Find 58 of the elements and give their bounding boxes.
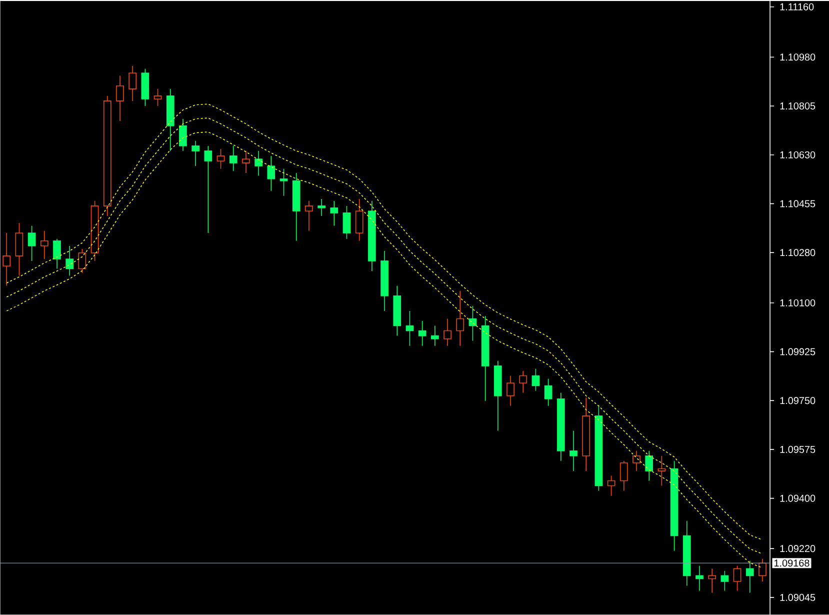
candlestick: [720, 570, 729, 592]
candlestick: [620, 460, 628, 492]
candlestick: [607, 475, 616, 496]
candlestick: [708, 568, 716, 594]
y-tick-label: 1.09045: [780, 594, 816, 601]
candlestick: [2, 232, 11, 286]
candlestick: [28, 225, 36, 262]
y-tick-label: 1.10630: [780, 151, 816, 158]
candlestick: [519, 370, 528, 394]
y-tick-label: 1.09750: [780, 396, 816, 404]
candlestick: [746, 560, 754, 594]
candlestick: [242, 150, 250, 174]
y-tick-label: 1.11160: [780, 3, 814, 10]
candlestick: [570, 430, 578, 472]
y-tick-label: 1.09575: [780, 446, 816, 453]
candlestick: [645, 450, 654, 482]
candlestick: [15, 222, 24, 276]
candlestick: [406, 310, 414, 346]
candlestick: [658, 455, 666, 486]
candlestick: [116, 75, 124, 122]
candlestick: [456, 290, 464, 346]
candlestick: [330, 200, 338, 226]
y-tick-label: 1.10100: [780, 299, 816, 306]
y-tick-label: 1.10280: [780, 248, 816, 256]
candlestick: [305, 200, 313, 232]
candlestick: [154, 88, 162, 106]
candlestick: [192, 140, 200, 166]
candlestick: [40, 230, 48, 260]
y-tick-label: 1.10980: [780, 54, 816, 61]
ref-line-label: 1.09168: [774, 559, 810, 567]
y-tick-label: 1.10805: [780, 102, 816, 110]
y-tick-label: 1.09925: [780, 348, 816, 356]
candlestick: [418, 320, 426, 346]
candlestick: [444, 318, 452, 346]
candlestick: [696, 565, 704, 592]
candlestick: [53, 238, 61, 270]
candlestick: [431, 325, 439, 346]
candlestick: [632, 450, 640, 472]
candlestick: [733, 565, 742, 592]
candlestick: [355, 198, 364, 242]
candlestick: [318, 198, 326, 216]
candlestick: [179, 118, 187, 152]
candlestick: [128, 66, 137, 102]
candlestick: [78, 248, 86, 274]
candlestick: [204, 145, 212, 234]
candlestick: [66, 245, 74, 276]
y-tick-label: 1.09220: [780, 544, 816, 552]
candlestick: [254, 150, 262, 176]
candlestick: [267, 155, 276, 192]
y-tick-label: 1.09400: [780, 494, 816, 502]
candlestick: [216, 148, 225, 170]
candlestick: [229, 145, 238, 172]
y-tick-label: 1.10455: [780, 200, 816, 208]
candlestick: [758, 558, 766, 582]
candlestick: [342, 205, 351, 240]
candlestick: [544, 378, 552, 406]
candlestick: [506, 375, 514, 406]
candlestick: [532, 368, 540, 392]
